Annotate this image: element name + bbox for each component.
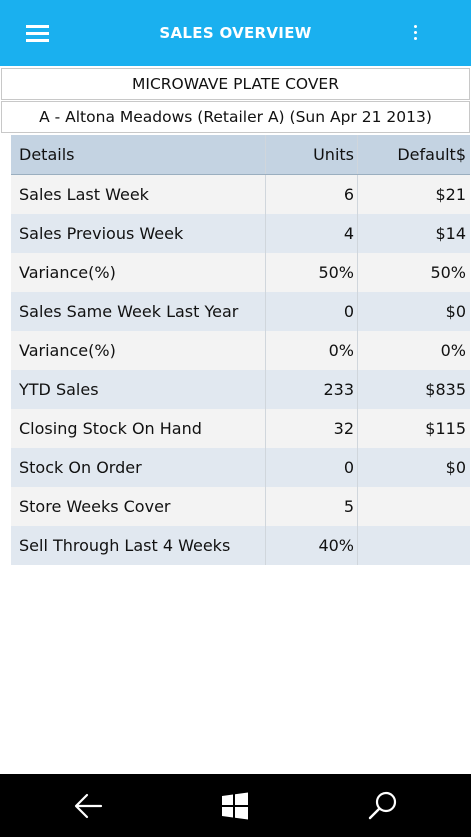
row-dollars: $0 xyxy=(357,292,471,331)
table-row: Variance(%) 0% 0% xyxy=(11,331,470,370)
store-line: A - Altona Meadows (Retailer A) (Sun Apr… xyxy=(1,101,470,133)
row-dollars: $14 xyxy=(357,214,471,253)
row-dollars: $115 xyxy=(357,409,471,448)
header-dollars: Default$ xyxy=(357,135,471,174)
page-title: SALES OVERVIEW xyxy=(159,24,312,42)
table-row: Store Weeks Cover 5 xyxy=(11,487,470,526)
more-vertical-icon[interactable] xyxy=(411,24,419,42)
row-label: Sales Same Week Last Year xyxy=(19,302,239,321)
row-dollars: $0 xyxy=(357,448,471,487)
row-dollars: $21 xyxy=(357,175,471,214)
row-label: YTD Sales xyxy=(19,380,99,399)
system-nav-bar xyxy=(0,774,471,837)
hamburger-menu-icon[interactable] xyxy=(26,25,49,43)
table-row: Sell Through Last 4 Weeks 40% xyxy=(11,526,470,565)
header-units: Units xyxy=(265,135,362,174)
row-label: Variance(%) xyxy=(19,341,116,360)
table-row: Closing Stock On Hand 32 $115 xyxy=(11,409,470,448)
row-units: 32 xyxy=(265,409,362,448)
sales-table: Details Units Default$ Sales Last Week 6 $… xyxy=(11,135,470,565)
app-bar: SALES OVERVIEW xyxy=(0,0,471,66)
back-arrow-icon[interactable] xyxy=(71,788,107,824)
row-units: 40% xyxy=(265,526,362,565)
table-row: Variance(%) 50% 50% xyxy=(11,253,470,292)
row-units: 4 xyxy=(265,214,362,253)
table-row: Sales Same Week Last Year 0 $0 xyxy=(11,292,470,331)
row-label: Sales Last Week xyxy=(19,185,149,204)
table-row: YTD Sales 233 $835 xyxy=(11,370,470,409)
row-dollars xyxy=(357,526,471,565)
row-units: 5 xyxy=(265,487,362,526)
row-label: Sales Previous Week xyxy=(19,224,184,243)
row-label: Sell Through Last 4 Weeks xyxy=(19,536,231,555)
table-row: Stock On Order 0 $0 xyxy=(11,448,470,487)
row-label: Store Weeks Cover xyxy=(19,497,171,516)
row-units: 6 xyxy=(265,175,362,214)
row-units: 0% xyxy=(265,331,362,370)
row-units: 50% xyxy=(265,253,362,292)
product-name: MICROWAVE PLATE COVER xyxy=(1,68,470,100)
row-units: 233 xyxy=(265,370,362,409)
row-dollars xyxy=(357,487,471,526)
row-dollars: 0% xyxy=(357,331,471,370)
row-dollars: 50% xyxy=(357,253,471,292)
row-units: 0 xyxy=(265,448,362,487)
row-label: Variance(%) xyxy=(19,263,116,282)
windows-logo-icon[interactable] xyxy=(217,788,253,824)
table-header-row: Details Units Default$ xyxy=(11,135,470,175)
row-label: Stock On Order xyxy=(19,458,142,477)
row-label: Closing Stock On Hand xyxy=(19,419,202,438)
row-dollars: $835 xyxy=(357,370,471,409)
search-icon[interactable] xyxy=(365,788,401,824)
header-details: Details xyxy=(19,145,75,164)
table-row: Sales Previous Week 4 $14 xyxy=(11,214,470,253)
table-row: Sales Last Week 6 $21 xyxy=(11,175,470,214)
row-units: 0 xyxy=(265,292,362,331)
